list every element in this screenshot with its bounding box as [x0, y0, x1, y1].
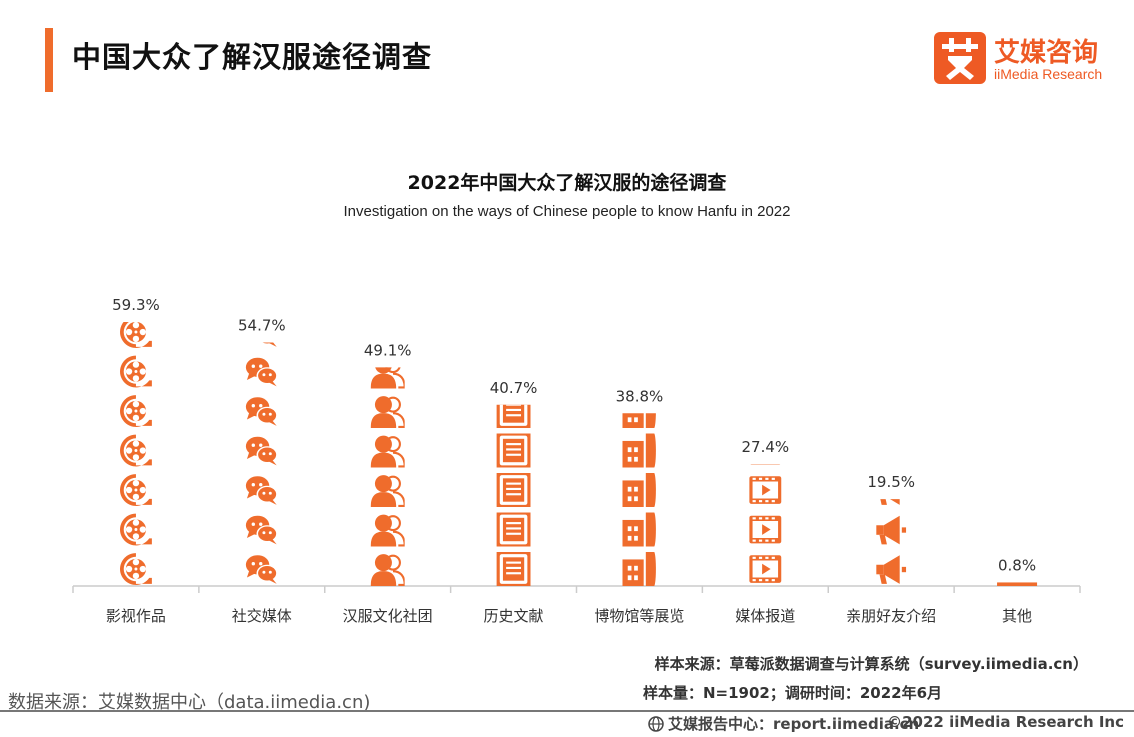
footer-copyright: ©2022 iiMedia Research Inc — [887, 713, 1124, 731]
bar-megaphone: 19.5% 亲朋好友介绍 — [846, 473, 936, 625]
chat-bubbles-icon — [245, 397, 278, 426]
data-label: 59.3% — [112, 296, 160, 314]
document-icon — [496, 473, 531, 507]
sample-source-note: 样本来源：草莓派数据调查与计算系统（survey.iimedia.cn） — [654, 655, 1088, 673]
bar-building: 38.8% 博物馆等展览 — [594, 387, 684, 625]
bar-mark — [997, 582, 1038, 586]
category-label: 汉服文化社团 — [343, 607, 433, 625]
page-title: 中国大众了解汉服途径调查 — [72, 40, 433, 74]
category-label: 亲朋好友介绍 — [846, 607, 936, 625]
data-label: 49.1% — [364, 341, 412, 359]
document-icon — [496, 404, 531, 428]
footer-divider — [0, 710, 1134, 712]
data-source-note: 数据来源：艾媒数据中心（data.iimedia.cn) — [8, 692, 371, 713]
film-reel-icon — [120, 395, 152, 427]
bar-chat-bubbles: 54.7% 社交媒体 — [232, 316, 292, 625]
film-reel-icon — [120, 513, 152, 546]
person-group-icon — [370, 513, 405, 547]
bar-icon-stack — [749, 464, 782, 583]
footer-report-center: 艾媒报告中心：report.iimedia.cn — [648, 713, 919, 736]
chat-bubbles-icon — [245, 357, 278, 387]
video-player-icon — [749, 515, 782, 544]
chat-bubbles-icon — [245, 476, 278, 505]
building-icon — [622, 552, 656, 586]
category-label: 博物馆等展览 — [594, 607, 684, 625]
film-reel-icon — [120, 553, 152, 585]
data-label: 54.7% — [238, 316, 286, 334]
chart-title: 2022年中国大众了解汉服的途径调查 — [407, 172, 727, 194]
iimedia-logo: 艾媒咨询 iiMedia Research — [934, 32, 1114, 86]
data-label: 0.8% — [998, 556, 1036, 574]
bar-film-reel: 59.3% 影视作品 — [106, 296, 166, 625]
bar-icon-stack — [245, 342, 278, 584]
logo-name-cn: 艾媒咨询 — [994, 38, 1099, 68]
title-accent-bar — [45, 28, 53, 92]
chat-bubbles-icon — [245, 555, 278, 584]
globe-icon — [648, 716, 664, 736]
bar-icon-stack — [120, 322, 152, 585]
person-group-icon — [370, 434, 405, 468]
bar-icon-stack — [876, 499, 907, 584]
building-icon — [622, 512, 656, 547]
person-group-icon — [370, 474, 405, 507]
film-reel-icon — [120, 322, 152, 348]
bar-document: 40.7% 历史文献 — [484, 379, 544, 625]
bar-person-group: 49.1% 汉服文化社团 — [343, 341, 433, 625]
film-reel-icon — [120, 355, 152, 388]
bar-icon-stack — [370, 367, 405, 586]
footer-report-text: 艾媒报告中心：report.iimedia.cn — [668, 715, 920, 733]
building-icon — [622, 433, 656, 468]
category-label: 影视作品 — [106, 607, 166, 625]
megaphone-icon — [876, 555, 907, 584]
building-icon — [622, 473, 656, 507]
film-reel-icon — [120, 474, 152, 506]
video-player-icon — [749, 476, 782, 504]
film-reel-icon — [120, 434, 152, 467]
category-label: 媒体报道 — [735, 607, 795, 625]
bar-icon-stack — [496, 404, 531, 586]
person-group-icon — [370, 367, 405, 389]
logo-mark-icon — [934, 32, 986, 84]
chart-subtitle: Investigation on the ways of Chinese peo… — [343, 203, 791, 220]
pictogram-bar-chart: 59.3% 影视作品 54.7% 社交媒体 49.1% 汉服文化社团 40.7% 历史文献 38… — [72, 296, 1081, 625]
chat-bubbles-icon — [245, 515, 278, 545]
data-label: 40.7% — [490, 379, 538, 397]
category-label: 其他 — [1002, 607, 1032, 625]
category-label: 历史文献 — [484, 607, 544, 625]
data-label: 19.5% — [867, 473, 915, 491]
logo-name-en: iiMedia Research — [994, 66, 1103, 82]
bar-none: 0.8% 其他 — [997, 556, 1038, 625]
chat-bubbles-icon — [245, 436, 278, 466]
category-label: 社交媒体 — [232, 607, 292, 625]
data-label: 38.8% — [616, 387, 664, 405]
sample-size-note: 样本量：N=1902；调研时间：2022年6月 — [643, 684, 943, 702]
bar-icon-stack — [622, 413, 656, 586]
video-player-icon — [749, 555, 782, 583]
bar-video-player: 27.4% 媒体报道 — [735, 438, 795, 625]
person-group-icon — [370, 395, 405, 428]
data-label: 27.4% — [741, 438, 789, 456]
document-icon — [496, 433, 531, 468]
document-icon — [496, 552, 531, 586]
megaphone-icon — [876, 515, 907, 545]
document-icon — [496, 512, 531, 547]
person-group-icon — [370, 553, 405, 586]
